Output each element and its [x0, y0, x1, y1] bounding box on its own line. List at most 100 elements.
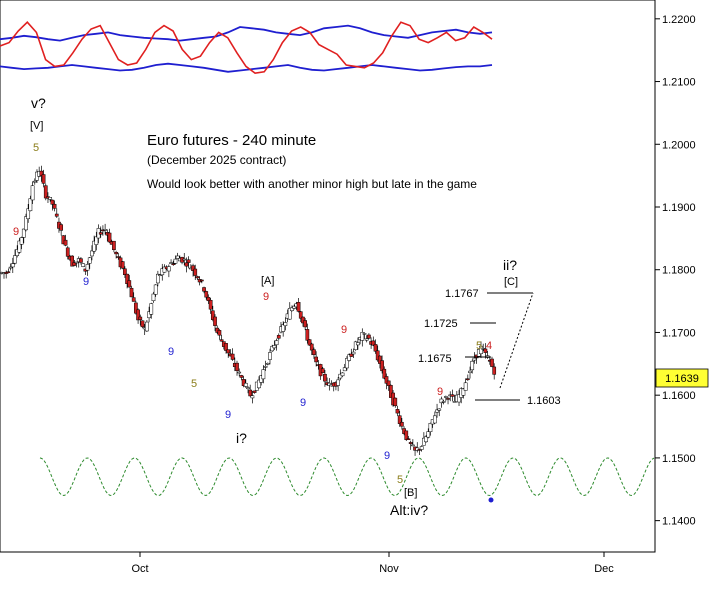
count-9-h: 9 — [384, 450, 390, 462]
candle-body — [182, 258, 187, 261]
candle-body — [50, 199, 55, 205]
candle-body — [312, 349, 316, 355]
candle-body — [61, 235, 66, 245]
candle-body — [230, 353, 235, 360]
candle-body — [290, 307, 294, 311]
candle-body — [472, 357, 477, 361]
candle-body — [156, 273, 160, 284]
candle-body — [257, 379, 261, 389]
y-tick-label: 1.1700 — [662, 327, 696, 339]
count-9-i: 9 — [437, 386, 443, 398]
wave-labels: v? [V] 5 [A] i? [B] Alt:iv? ii? [C] 9 9 … — [13, 95, 518, 518]
cycle-marker — [488, 497, 494, 503]
candle-body — [98, 232, 103, 235]
candle-body — [252, 390, 257, 393]
candle-body — [408, 442, 413, 444]
candle-body — [463, 382, 468, 391]
plot-frame — [0, 0, 656, 553]
candle-body — [250, 395, 255, 399]
count-5-c: 5 — [476, 340, 482, 352]
candle-body — [140, 320, 145, 328]
candle-body — [270, 345, 275, 352]
x-axis: Oct Nov Dec — [131, 552, 614, 575]
y-axis: 1.2200 1.2100 1.2000 1.1900 1.1800 1.1700 1.16… — [655, 14, 696, 528]
candle-body — [243, 382, 248, 387]
level-1767-label: 1.1767 — [445, 288, 479, 300]
candle-body — [336, 379, 340, 386]
x-tick-label: Dec — [594, 563, 614, 575]
candle-body — [349, 353, 354, 357]
count-9-d: 9 — [225, 409, 231, 421]
candle-body — [63, 239, 68, 246]
candle-body — [204, 291, 209, 298]
candle-body — [307, 339, 312, 346]
candle-body — [378, 355, 382, 364]
y-tick-label: 1.2000 — [662, 139, 696, 151]
count-9-f: 9 — [300, 397, 306, 409]
candle-body — [158, 274, 162, 277]
candle-body — [28, 198, 33, 212]
candle-body — [426, 431, 431, 438]
y-tick-label: 1.2100 — [662, 77, 696, 89]
candle-body — [54, 213, 59, 217]
candle-body — [246, 387, 250, 390]
candle-body — [356, 342, 360, 346]
candle-body — [235, 362, 239, 371]
candle-body — [411, 444, 415, 447]
candle-body — [435, 409, 439, 413]
candle-body — [342, 367, 347, 372]
label-i: i? — [236, 430, 247, 446]
candle-body — [24, 216, 28, 231]
candle-body — [281, 324, 286, 332]
candle-body — [303, 320, 308, 328]
candle-body — [353, 341, 358, 350]
candle-body — [8, 266, 13, 269]
candle-body — [314, 356, 318, 363]
candle-body — [443, 396, 448, 398]
label-ii: ii? — [503, 257, 517, 273]
y-tick-label: 1.1500 — [662, 453, 696, 465]
candle-body — [171, 263, 176, 265]
count-4: 4 — [486, 340, 492, 352]
count-9-e: 9 — [263, 291, 269, 303]
y-tick-label: 1.1800 — [662, 265, 696, 277]
candle-body — [175, 255, 180, 259]
candle-body — [173, 258, 178, 264]
candle-body — [120, 261, 125, 269]
candle-body — [138, 316, 143, 320]
candle-body — [309, 343, 314, 351]
candle-body — [400, 421, 404, 427]
candle-body — [39, 170, 44, 176]
count-9-c: 9 — [168, 346, 174, 358]
candle-body — [6, 271, 11, 273]
level-1725-label: 1.1725 — [424, 318, 458, 330]
candle-body — [419, 446, 424, 450]
candle-body — [468, 370, 472, 374]
candle-body — [112, 240, 116, 251]
chart-subtitle: (December 2025 contract) — [147, 153, 286, 167]
candle-body — [380, 360, 384, 372]
candle-body — [65, 247, 70, 257]
candle-body — [424, 436, 428, 443]
candle-body — [186, 259, 191, 263]
candle-body — [125, 273, 129, 284]
candle-body — [323, 373, 327, 382]
label-C: [C] — [504, 276, 518, 288]
candle-body — [162, 266, 167, 273]
candle-body — [134, 302, 138, 314]
candle-body — [479, 345, 483, 354]
candle-body — [490, 358, 494, 367]
label-alt: Alt:iv? — [390, 502, 428, 518]
candle-body — [461, 388, 466, 396]
candle-body — [395, 409, 400, 414]
candle-body — [263, 366, 268, 368]
candle-body — [237, 371, 242, 374]
level-1603-label: 1.1603 — [527, 395, 561, 407]
chart-comment: Would look better with another minor hig… — [147, 177, 477, 191]
candle-body — [136, 309, 140, 321]
candle-body — [103, 229, 107, 231]
candle-body — [296, 302, 301, 312]
candle-body — [13, 255, 17, 264]
candle-body — [149, 303, 154, 315]
